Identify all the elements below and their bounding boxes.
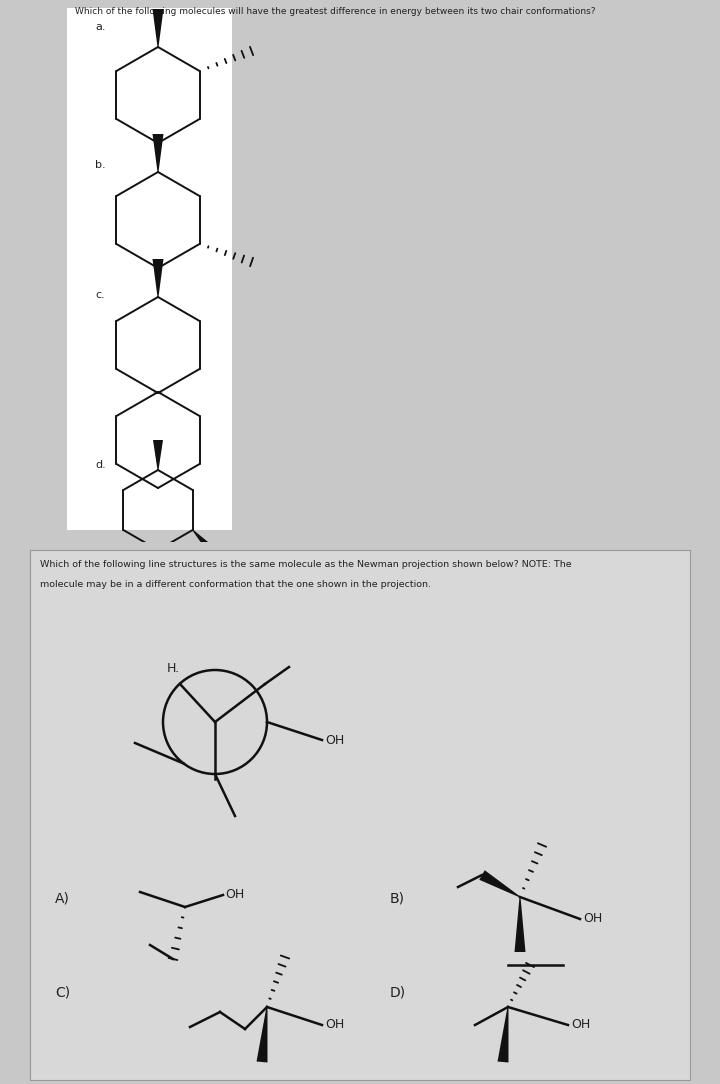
Polygon shape xyxy=(153,440,163,470)
Text: OH: OH xyxy=(325,734,344,747)
Polygon shape xyxy=(153,259,163,297)
Text: a.: a. xyxy=(95,22,106,33)
Polygon shape xyxy=(192,530,225,564)
Polygon shape xyxy=(153,134,163,172)
Text: OH: OH xyxy=(325,1019,344,1032)
FancyBboxPatch shape xyxy=(67,8,232,530)
Polygon shape xyxy=(515,896,526,952)
Polygon shape xyxy=(256,1007,268,1062)
Polygon shape xyxy=(498,1007,508,1062)
Text: b.: b. xyxy=(95,160,106,170)
Text: OH: OH xyxy=(583,913,602,926)
FancyBboxPatch shape xyxy=(30,550,690,1080)
Text: D): D) xyxy=(390,986,406,1001)
Polygon shape xyxy=(153,9,163,47)
Text: OH: OH xyxy=(225,889,244,902)
Text: A): A) xyxy=(55,891,70,905)
Text: d.: d. xyxy=(95,460,106,470)
Text: Which of the following line structures is the same molecule as the Newman projec: Which of the following line structures i… xyxy=(40,560,572,569)
Text: molecule may be in a different conformation that the one shown in the projection: molecule may be in a different conformat… xyxy=(40,580,431,589)
Text: c.: c. xyxy=(95,291,104,300)
Text: Which of the following molecules will have the greatest difference in energy bet: Which of the following molecules will ha… xyxy=(75,7,595,16)
Text: H.: H. xyxy=(167,662,180,675)
Text: C): C) xyxy=(55,986,70,1001)
Text: OH: OH xyxy=(571,1019,590,1032)
Polygon shape xyxy=(480,870,521,898)
Text: B): B) xyxy=(390,891,405,905)
